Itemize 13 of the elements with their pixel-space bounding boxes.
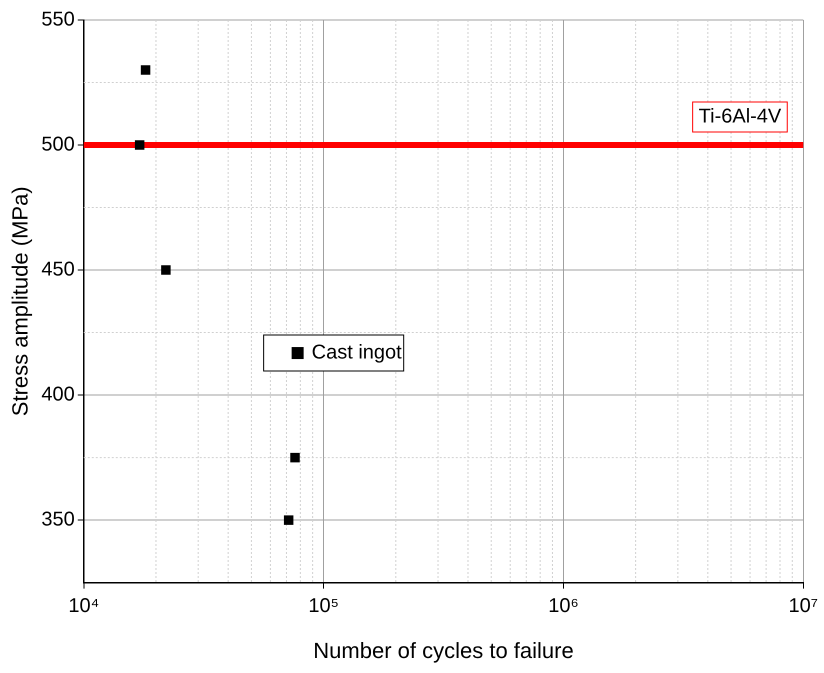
legend-label: Cast ingot: [312, 342, 402, 364]
y-tick-label: 500: [41, 134, 75, 156]
x-axis-title: Number of cycles to failure: [313, 638, 574, 663]
x-tick-label: 10⁷: [788, 595, 818, 618]
y-tick-label: 450: [41, 258, 75, 281]
y-tick-label: 400: [41, 384, 75, 406]
y-tick-label: 350: [41, 508, 75, 531]
y-axis-title: Stress amplitude (MPa): [7, 186, 32, 416]
y-tick-label: 550: [41, 8, 75, 31]
x-tick-label: 10⁶: [548, 595, 579, 618]
x-tick-label: 10⁵: [308, 595, 339, 618]
ref-line-label: Ti-6Al-4V: [698, 106, 782, 128]
x-tick-label: 10⁴: [68, 595, 100, 618]
